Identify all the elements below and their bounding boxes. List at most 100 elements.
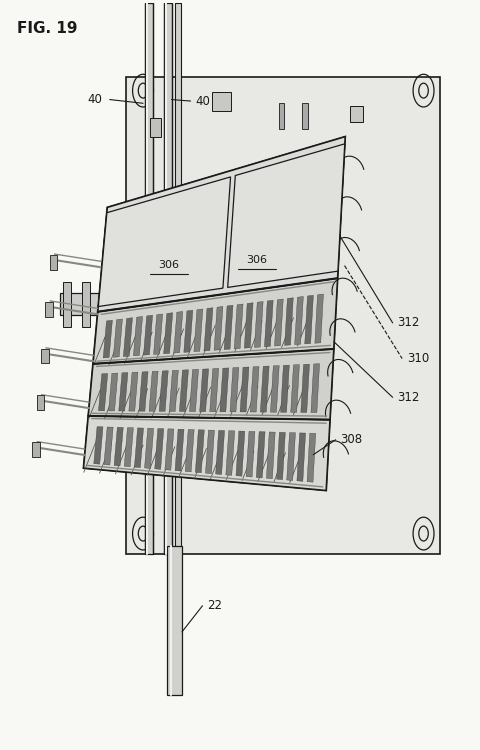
- Bar: [164, 3, 172, 554]
- Polygon shape: [224, 305, 232, 350]
- Polygon shape: [153, 314, 162, 355]
- Polygon shape: [133, 316, 142, 356]
- Polygon shape: [199, 369, 208, 412]
- Text: 312: 312: [396, 391, 419, 404]
- Polygon shape: [274, 299, 283, 346]
- Polygon shape: [129, 372, 138, 411]
- Polygon shape: [124, 427, 133, 466]
- Bar: [120, 282, 128, 326]
- Polygon shape: [134, 428, 143, 467]
- Text: 306: 306: [246, 254, 267, 265]
- Polygon shape: [114, 427, 123, 466]
- Bar: [145, 3, 153, 554]
- Polygon shape: [306, 433, 315, 482]
- Bar: [167, 546, 181, 695]
- Polygon shape: [214, 307, 222, 350]
- Polygon shape: [234, 304, 242, 349]
- Text: 22: 22: [207, 599, 222, 612]
- Polygon shape: [123, 318, 132, 356]
- Polygon shape: [205, 430, 214, 473]
- Polygon shape: [84, 416, 329, 491]
- Polygon shape: [189, 369, 198, 412]
- Polygon shape: [193, 309, 203, 352]
- Polygon shape: [204, 308, 213, 351]
- Polygon shape: [84, 136, 344, 490]
- Polygon shape: [155, 428, 163, 470]
- Bar: [33, 442, 40, 458]
- Polygon shape: [284, 298, 293, 345]
- Bar: [63, 282, 71, 326]
- Polygon shape: [250, 367, 259, 412]
- Polygon shape: [264, 300, 273, 346]
- Bar: [150, 118, 160, 136]
- Polygon shape: [276, 432, 285, 479]
- Bar: [175, 3, 180, 554]
- Polygon shape: [314, 294, 323, 344]
- Polygon shape: [173, 311, 182, 353]
- Polygon shape: [270, 365, 278, 413]
- Polygon shape: [108, 373, 118, 411]
- Polygon shape: [144, 428, 153, 469]
- Bar: [41, 349, 48, 364]
- Polygon shape: [256, 432, 264, 478]
- Polygon shape: [266, 432, 275, 478]
- Polygon shape: [149, 371, 158, 411]
- Polygon shape: [175, 429, 184, 471]
- Bar: [36, 395, 44, 410]
- Bar: [101, 282, 108, 326]
- Polygon shape: [179, 370, 188, 412]
- Polygon shape: [183, 310, 192, 352]
- Polygon shape: [310, 364, 319, 413]
- Polygon shape: [280, 365, 288, 413]
- Polygon shape: [225, 430, 234, 476]
- Polygon shape: [169, 370, 178, 412]
- Bar: [349, 106, 362, 122]
- Text: 310: 310: [406, 352, 428, 365]
- Polygon shape: [139, 372, 148, 411]
- Bar: [212, 92, 230, 111]
- Polygon shape: [246, 431, 254, 477]
- Text: FIG. 19: FIG. 19: [17, 22, 77, 37]
- Polygon shape: [236, 431, 244, 476]
- Polygon shape: [296, 433, 305, 482]
- Polygon shape: [113, 319, 122, 357]
- Polygon shape: [163, 313, 172, 354]
- Polygon shape: [254, 302, 263, 347]
- Polygon shape: [97, 136, 344, 312]
- Polygon shape: [304, 296, 312, 344]
- Polygon shape: [294, 296, 303, 344]
- Text: 306: 306: [158, 260, 180, 270]
- Bar: [278, 104, 284, 129]
- Polygon shape: [165, 429, 174, 470]
- Text: 308: 308: [340, 433, 362, 446]
- Polygon shape: [119, 373, 128, 411]
- Polygon shape: [93, 278, 337, 364]
- Polygon shape: [260, 366, 268, 412]
- Bar: [301, 104, 307, 129]
- Polygon shape: [195, 430, 204, 472]
- Text: 312: 312: [396, 316, 419, 329]
- Polygon shape: [219, 368, 228, 412]
- Polygon shape: [209, 368, 218, 412]
- Polygon shape: [286, 433, 295, 481]
- Polygon shape: [94, 427, 103, 464]
- Polygon shape: [126, 77, 439, 554]
- Polygon shape: [229, 368, 239, 412]
- Bar: [45, 302, 53, 316]
- Polygon shape: [159, 370, 168, 411]
- Polygon shape: [88, 349, 333, 420]
- Polygon shape: [227, 144, 344, 287]
- Text: 40: 40: [195, 94, 210, 107]
- Polygon shape: [300, 364, 309, 413]
- Polygon shape: [143, 315, 152, 356]
- Polygon shape: [104, 427, 113, 465]
- Polygon shape: [240, 367, 249, 412]
- Bar: [82, 282, 90, 326]
- Polygon shape: [185, 430, 194, 472]
- Bar: [60, 293, 183, 316]
- Polygon shape: [98, 374, 108, 411]
- Polygon shape: [244, 303, 252, 348]
- Polygon shape: [290, 364, 299, 413]
- Polygon shape: [98, 177, 230, 307]
- Bar: [49, 255, 57, 270]
